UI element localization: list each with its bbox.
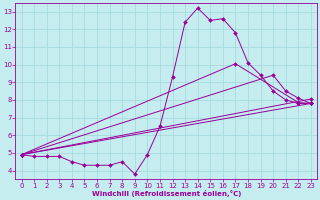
X-axis label: Windchill (Refroidissement éolien,°C): Windchill (Refroidissement éolien,°C) <box>92 190 241 197</box>
